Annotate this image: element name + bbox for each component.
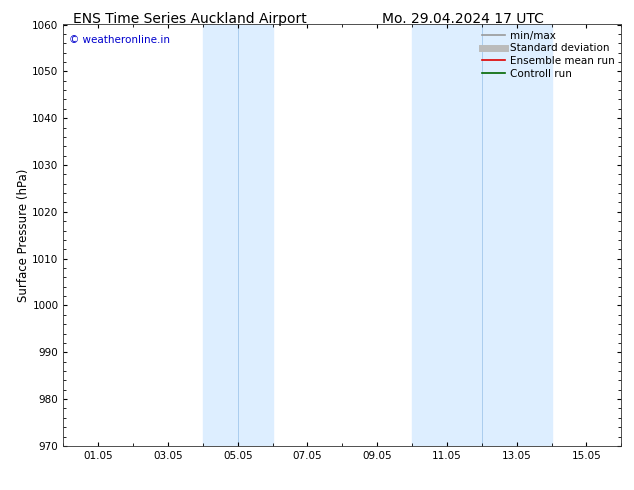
Y-axis label: Surface Pressure (hPa): Surface Pressure (hPa) [16,169,30,302]
Bar [203,24,273,446]
Text: © weatheronline.in: © weatheronline.in [69,35,170,45]
Bar [412,24,552,446]
Text: ENS Time Series Auckland Airport: ENS Time Series Auckland Airport [74,12,307,26]
Legend: min/max, Standard deviation, Ensemble mean run, Controll run: min/max, Standard deviation, Ensemble me… [478,26,619,83]
Text: Mo. 29.04.2024 17 UTC: Mo. 29.04.2024 17 UTC [382,12,544,26]
